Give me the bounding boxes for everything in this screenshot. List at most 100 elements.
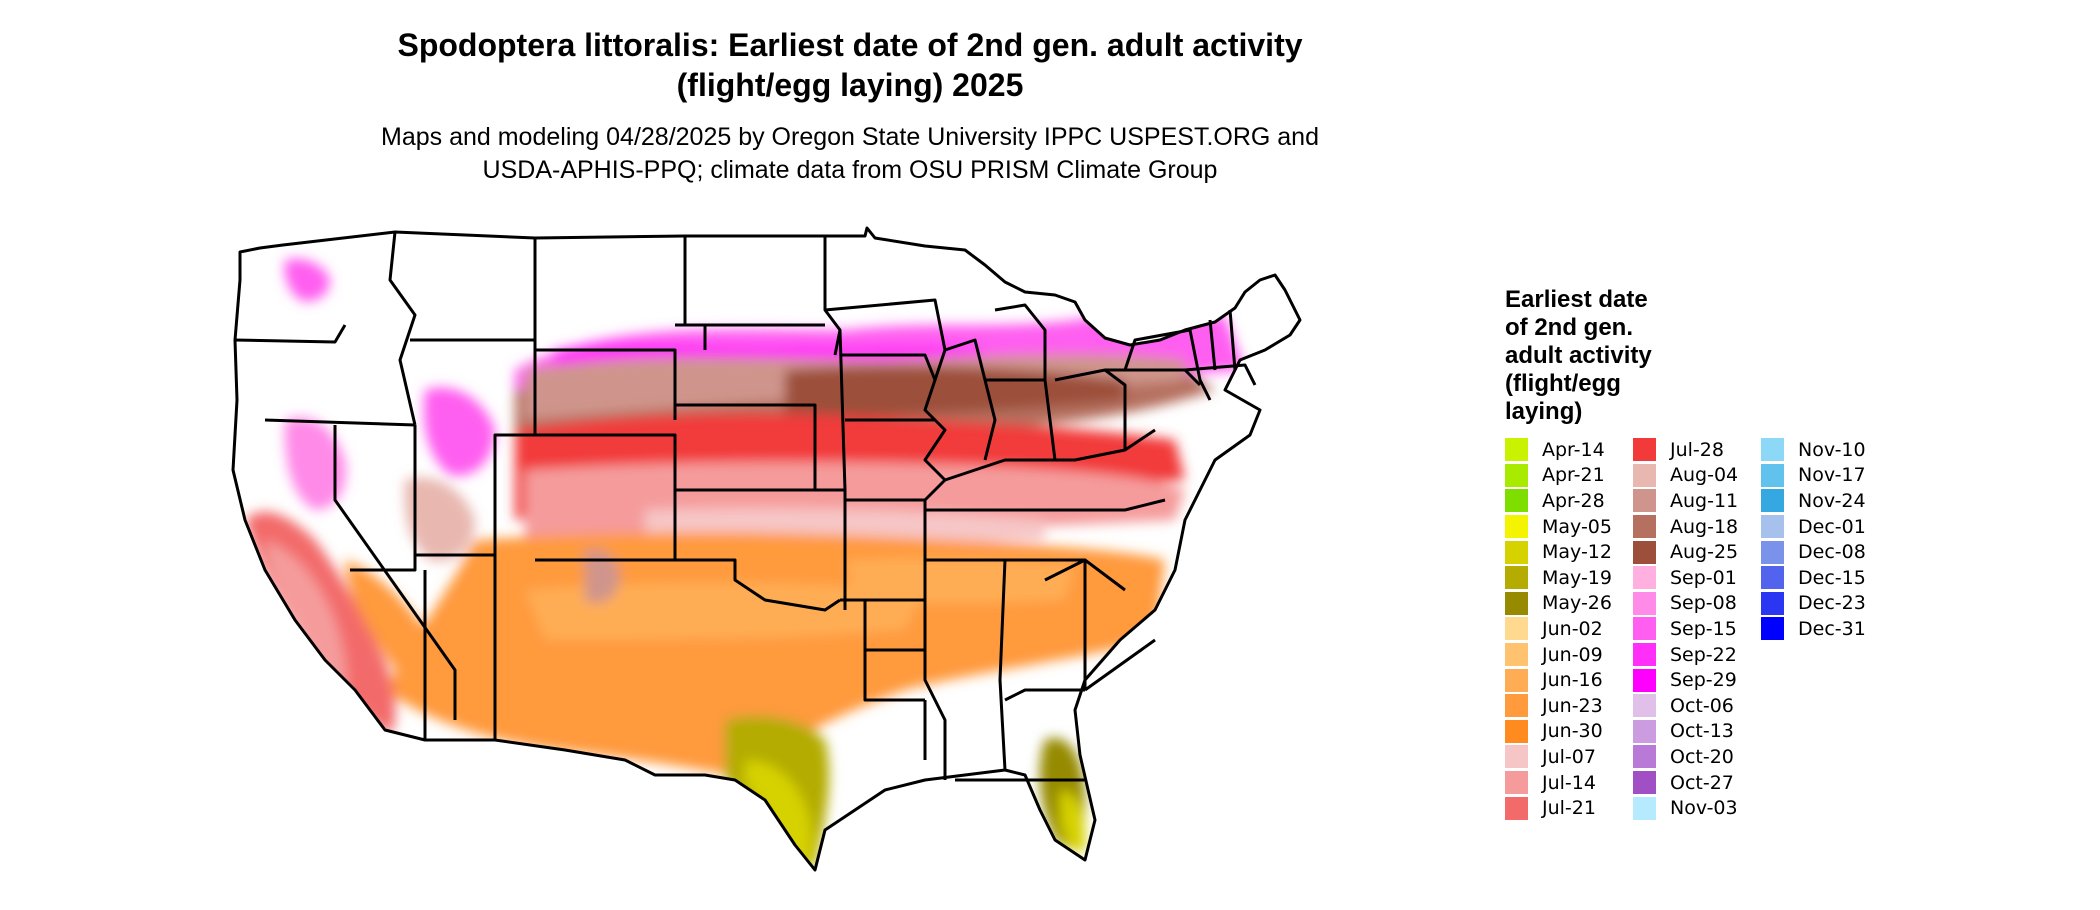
legend-item: Aug-18 (1633, 514, 1738, 540)
legend-title-line: laying) (1505, 398, 1583, 425)
legend-item: Apr-14 (1505, 437, 1612, 463)
legend-item: Jun-23 (1505, 693, 1612, 719)
legend-label: Dec-08 (1798, 541, 1866, 564)
legend-label: May-19 (1542, 566, 1612, 589)
legend-label: Dec-31 (1798, 617, 1866, 640)
legend-item: Sep-22 (1633, 642, 1738, 668)
legend-item: May-19 (1505, 565, 1612, 591)
legend-swatch (1505, 694, 1528, 718)
legend-swatch (1633, 591, 1656, 615)
legend-label: Jul-14 (1542, 771, 1596, 794)
legend-item: Aug-04 (1633, 463, 1738, 489)
legend-swatch (1633, 463, 1656, 487)
legend-label: May-26 (1542, 592, 1612, 615)
legend-swatch (1505, 566, 1528, 590)
legend-label: Aug-04 (1670, 464, 1739, 487)
legend-label: Dec-23 (1798, 592, 1866, 615)
legend-item: Oct-20 (1633, 744, 1738, 770)
map-title-line-2: (flight/egg laying) 2025 (676, 67, 1024, 103)
legend-item: Aug-11 (1633, 488, 1738, 514)
legend-swatch (1505, 591, 1528, 615)
legend-label: Nov-10 (1798, 438, 1866, 461)
legend-swatch (1505, 489, 1528, 513)
legend-label: Dec-01 (1798, 515, 1866, 538)
legend-swatch (1633, 694, 1656, 718)
state-boundaries (231, 226, 1302, 872)
legend-item: Jul-14 (1505, 770, 1612, 796)
legend-swatch (1505, 771, 1528, 795)
legend-label: Oct-27 (1670, 771, 1734, 794)
legend-title-line: (flight/egg (1505, 370, 1621, 397)
legend-column-3: Nov-10 Nov-17 Nov-24 Dec-01 Dec-08 Dec-15 Dec-… (1761, 437, 1866, 642)
legend-item: Jul-21 (1505, 795, 1612, 821)
legend-swatch (1761, 566, 1784, 590)
map-title: Spodoptera littoralis: Earliest date of … (397, 27, 1303, 63)
legend-item: Dec-23 (1761, 591, 1866, 617)
legend-label: Aug-18 (1670, 515, 1739, 538)
legend-swatch (1633, 489, 1656, 513)
legend-item: Jun-16 (1505, 667, 1612, 693)
legend-swatch (1761, 617, 1784, 641)
legend-item: May-26 (1505, 591, 1612, 617)
legend-label: Dec-15 (1798, 566, 1866, 589)
legend-item: Aug-25 (1633, 539, 1738, 565)
legend-label: Jun-30 (1542, 720, 1603, 743)
legend-item: Jul-07 (1505, 744, 1612, 770)
legend-swatch (1633, 771, 1656, 795)
legend-item: May-12 (1505, 539, 1612, 565)
legend-swatch (1633, 515, 1656, 539)
legend-item: Sep-29 (1633, 667, 1738, 693)
legend-item: Sep-15 (1633, 616, 1738, 642)
legend-item: Jul-28 (1633, 437, 1738, 463)
legend-label: Apr-28 (1542, 489, 1605, 512)
legend-label: Jun-16 (1542, 669, 1603, 692)
legend-swatch (1633, 617, 1656, 641)
legend-label: Oct-20 (1670, 745, 1734, 768)
legend-swatch (1505, 668, 1528, 692)
legend-item: Oct-27 (1633, 770, 1738, 796)
legend-label: Oct-13 (1670, 720, 1734, 743)
legend-label: Nov-24 (1798, 489, 1866, 512)
legend-swatch (1761, 438, 1784, 462)
legend-item: Nov-17 (1761, 463, 1866, 489)
legend-item: Nov-03 (1633, 795, 1738, 821)
legend-title-line: Earliest date (1505, 286, 1648, 313)
legend-swatch (1505, 438, 1528, 462)
legend-swatch (1505, 745, 1528, 769)
legend-label: Sep-08 (1670, 592, 1737, 615)
legend-item: Oct-06 (1633, 693, 1738, 719)
legend-label: Jul-21 (1542, 797, 1596, 820)
map-subtitle-line-2: USDA-APHIS-PPQ; climate data from OSU PR… (482, 156, 1218, 184)
legend-label: Apr-14 (1542, 438, 1605, 461)
legend-swatch (1633, 540, 1656, 564)
legend-label: May-05 (1542, 515, 1612, 538)
legend-swatch (1633, 643, 1656, 667)
legend-item: Nov-24 (1761, 488, 1866, 514)
legend-label: Jul-28 (1670, 438, 1724, 461)
legend-item: Dec-08 (1761, 539, 1866, 565)
legend-item: Apr-21 (1505, 463, 1612, 489)
legend-label: Nov-17 (1798, 464, 1866, 487)
legend-label: Jun-23 (1542, 694, 1603, 717)
legend-swatch (1761, 591, 1784, 615)
legend-label: Sep-22 (1670, 643, 1737, 666)
legend-label: Jun-02 (1542, 617, 1603, 640)
legend-item: Sep-08 (1633, 591, 1738, 617)
legend-item: Jun-30 (1505, 719, 1612, 745)
us-degree-day-map (231, 226, 1302, 872)
legend-item: Jun-09 (1505, 642, 1612, 668)
legend-swatch (1633, 438, 1656, 462)
legend-swatch (1505, 540, 1528, 564)
legend-swatch (1505, 719, 1528, 743)
legend-column-2: Jul-28 Aug-04 Aug-11 Aug-18 Aug-25 Sep-01 Sep-… (1633, 437, 1738, 821)
legend-swatch (1505, 463, 1528, 487)
legend-swatch (1761, 463, 1784, 487)
legend-swatch (1505, 643, 1528, 667)
legend-column-1: Apr-14 Apr-21 Apr-28 May-05 May-12 May-19 May-… (1505, 437, 1612, 821)
legend-label: Sep-29 (1670, 669, 1737, 692)
legend-label: May-12 (1542, 541, 1612, 564)
legend-swatch (1633, 745, 1656, 769)
legend-item: Apr-28 (1505, 488, 1612, 514)
legend-item: Dec-31 (1761, 616, 1866, 642)
legend-item: Nov-10 (1761, 437, 1866, 463)
